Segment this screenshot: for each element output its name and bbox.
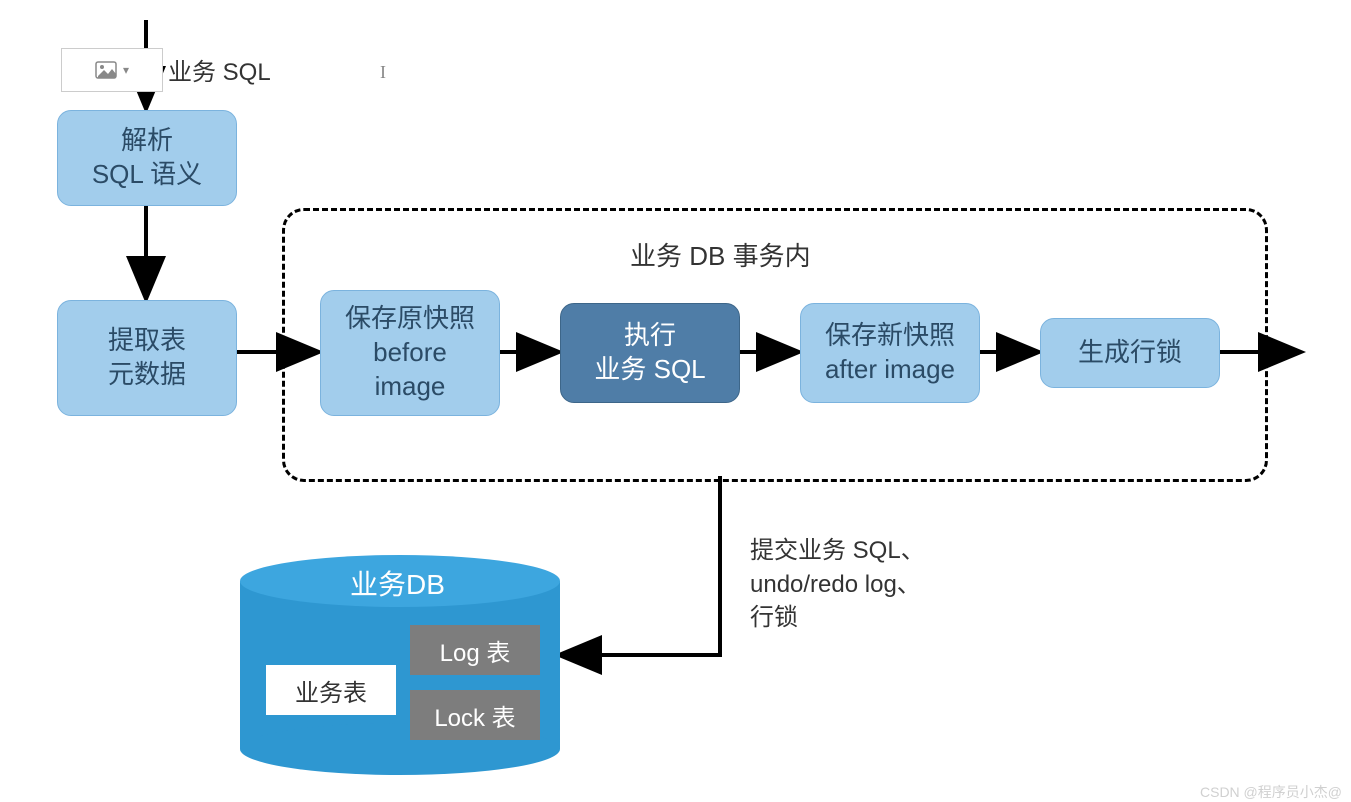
- dashed-to-db-arrow: [562, 476, 720, 655]
- extract-metadata-node: 提取表元数据: [57, 300, 237, 416]
- node-text: 保存原快照: [345, 302, 475, 336]
- node-text: 业务 SQL: [594, 353, 705, 387]
- biz-table-box: 业务表: [266, 665, 396, 715]
- after-image-node: 保存新快照after image: [800, 303, 980, 403]
- node-text: image: [375, 370, 446, 404]
- top-label: 业务 SQL: [168, 52, 271, 87]
- db-title: 业务DB: [350, 563, 445, 603]
- commit-label: 提交业务 SQL、 undo/redo log、 行锁: [750, 534, 925, 635]
- node-text: 执行: [624, 319, 676, 353]
- text-cursor: I: [380, 62, 386, 83]
- log-table-box: Log 表: [410, 625, 540, 675]
- before-image-node: 保存原快照beforeimage: [320, 290, 500, 416]
- node-text: SQL 语义: [92, 158, 202, 192]
- parse-sql-node: 解析SQL 语义: [57, 110, 237, 206]
- dropdown-caret-icon: ▾: [123, 63, 129, 77]
- image-toolbar[interactable]: ▾: [61, 48, 163, 92]
- execute-sql-node: 执行业务 SQL: [560, 303, 740, 403]
- lock-table-box: Lock 表: [410, 690, 540, 740]
- node-text: 提取表: [108, 324, 186, 358]
- watermark: CSDN @程序员小杰@: [1200, 782, 1342, 802]
- node-text: 元数据: [108, 358, 186, 392]
- node-text: 保存新快照: [825, 319, 955, 353]
- generate-lock-node: 生成行锁: [1040, 318, 1220, 388]
- node-text: after image: [825, 353, 955, 387]
- node-text: 生成行锁: [1078, 336, 1182, 370]
- transaction-group-label: 业务 DB 事务内: [630, 236, 811, 273]
- node-text: 解析: [121, 124, 173, 158]
- node-text: before: [373, 336, 447, 370]
- image-icon: [95, 61, 117, 79]
